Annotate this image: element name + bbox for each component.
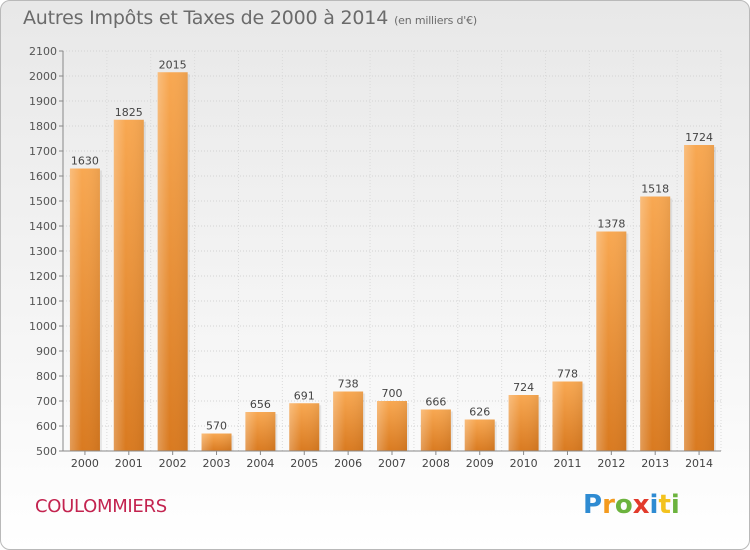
x-tick-label: 2014	[685, 457, 713, 470]
y-tick-label: 500	[36, 445, 57, 458]
bar-value-label: 691	[294, 389, 315, 402]
bar-sheen	[201, 433, 232, 451]
y-tick-label: 700	[36, 395, 57, 408]
x-tick-label: 2005	[290, 457, 318, 470]
y-tick-label: 2100	[29, 45, 57, 58]
x-tick-label: 2010	[510, 457, 538, 470]
chart-title-text: Autres Impôts et Taxes de 2000 à 2014	[23, 7, 389, 29]
x-tick-label: 2013	[641, 457, 669, 470]
bar-value-label: 738	[338, 378, 359, 391]
bar-value-label: 778	[557, 368, 578, 381]
bar-sheen	[640, 196, 671, 451]
bar-sheen	[245, 412, 276, 451]
bar-sheen	[157, 72, 188, 451]
logo-letter: i	[670, 490, 680, 520]
bar-sheen	[289, 403, 320, 451]
y-tick-label: 1000	[29, 320, 57, 333]
grid-layer	[62, 50, 722, 452]
y-tick-label: 2000	[29, 70, 57, 83]
chart-title: Autres Impôts et Taxes de 2000 à 2014 (en…	[23, 7, 477, 29]
y-tick-label: 800	[36, 370, 57, 383]
bar-value-label: 1630	[71, 155, 99, 168]
bar-sheen	[69, 168, 100, 451]
bar-sheen	[596, 231, 627, 451]
bar-sheen	[684, 145, 715, 451]
y-tick-label: 1900	[29, 95, 57, 108]
x-tick-label: 2004	[246, 457, 274, 470]
bar-sheen	[420, 409, 451, 451]
y-tick-label: 1300	[29, 245, 57, 258]
x-tick-label: 2009	[466, 457, 494, 470]
bar-value-label: 1724	[685, 131, 713, 144]
x-tick-label: 2002	[159, 457, 187, 470]
y-tick-label: 1200	[29, 270, 57, 283]
logo-letter: t	[658, 490, 671, 520]
logo-letter: P	[583, 490, 603, 520]
bar-sheen	[508, 395, 539, 451]
proxiti-logo[interactable]: Proxiti	[583, 490, 680, 520]
logo-letter: i	[649, 490, 659, 520]
y-tick-label: 1700	[29, 145, 57, 158]
bar-value-label: 656	[250, 398, 271, 411]
logo-letter: x	[632, 490, 650, 520]
bar-value-label: 1518	[641, 183, 669, 196]
bar-value-label: 1378	[597, 218, 625, 231]
bar-value-label: 724	[513, 381, 534, 394]
y-tick-label: 1800	[29, 120, 57, 133]
y-tick-label: 1600	[29, 170, 57, 183]
x-tick-label: 2012	[597, 457, 625, 470]
x-tick-label: 2003	[203, 457, 231, 470]
bar-sheen	[377, 401, 407, 451]
y-tick-label: 1400	[29, 220, 57, 233]
logo-letter: o	[614, 490, 633, 520]
y-tick-label: 600	[36, 420, 57, 433]
bar-layer: 1630 1825 2015 570 656 691 738 700 666 626 724 778 1…	[69, 58, 717, 451]
chart-unit: (en milliers d'€)	[394, 14, 477, 27]
x-tick-label: 2011	[553, 457, 581, 470]
bar-value-label: 2015	[159, 58, 187, 71]
logo-letter: r	[602, 490, 615, 520]
bar-sheen	[333, 391, 364, 451]
bar-value-label: 570	[206, 420, 227, 433]
y-tick-label: 1500	[29, 195, 57, 208]
bar-sheen	[113, 119, 144, 451]
x-tick-label: 2006	[334, 457, 362, 470]
y-tick-label: 1100	[29, 295, 57, 308]
x-tick-label: 2001	[115, 457, 143, 470]
bar-value-label: 1825	[115, 106, 143, 119]
commune-name: COULOMMIERS	[35, 496, 167, 517]
x-tick-label: 2000	[71, 457, 99, 470]
bar-value-label: 626	[469, 406, 490, 419]
bar-sheen	[552, 381, 583, 451]
bar-sheen	[464, 419, 495, 451]
x-tick-label: 2008	[422, 457, 450, 470]
bar-value-label: 700	[382, 387, 403, 400]
x-tick-label: 2007	[378, 457, 406, 470]
y-tick-label: 900	[36, 345, 57, 358]
bar-value-label: 666	[425, 396, 446, 409]
axis-layer: 500 600 700 800 900 1000 1100 1200 1300 1400 1500 1…	[29, 45, 721, 470]
